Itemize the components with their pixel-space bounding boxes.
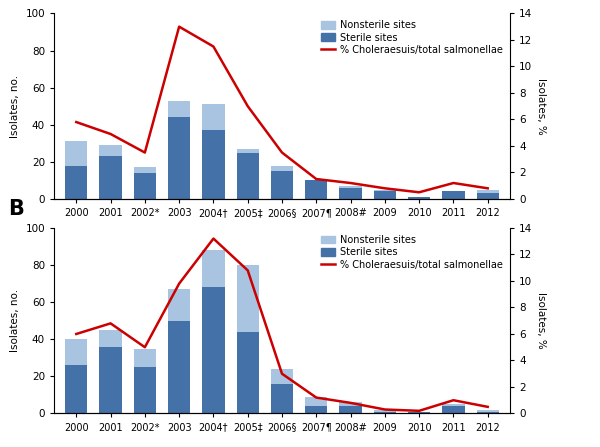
Bar	[476, 190, 499, 194]
Bar	[65, 141, 88, 165]
Bar	[340, 188, 362, 199]
Bar	[271, 384, 293, 413]
Bar	[65, 165, 88, 199]
Bar	[236, 149, 259, 152]
Legend: Nonsterile sites, Sterile sites, % Choleraesuis/total salmonellae: Nonsterile sites, Sterile sites, % Chole…	[319, 18, 505, 57]
Y-axis label: Isolates, %: Isolates, %	[536, 292, 546, 349]
Y-axis label: Isolates, no.: Isolates, no.	[10, 289, 20, 352]
Bar	[168, 101, 190, 117]
Bar	[305, 397, 328, 406]
Legend: Nonsterile sites, Sterile sites, % Choleraesuis/total salmonellae: Nonsterile sites, Sterile sites, % Chole…	[319, 233, 505, 272]
Bar	[340, 402, 362, 406]
Y-axis label: Isolates, no.: Isolates, no.	[10, 75, 20, 138]
Bar	[202, 104, 224, 130]
Bar	[134, 349, 156, 367]
Bar	[340, 406, 362, 413]
Bar	[476, 410, 499, 412]
Bar	[476, 412, 499, 413]
Bar	[65, 339, 88, 365]
Bar	[305, 406, 328, 413]
Bar	[65, 365, 88, 413]
Bar	[168, 117, 190, 199]
Bar	[442, 404, 464, 406]
Bar	[476, 194, 499, 199]
Bar	[340, 186, 362, 188]
Bar	[168, 289, 190, 321]
Bar	[271, 369, 293, 384]
Bar	[442, 191, 464, 199]
Bar	[305, 181, 328, 199]
Text: A: A	[8, 0, 25, 4]
Bar	[202, 130, 224, 199]
Bar	[236, 265, 259, 332]
Bar	[408, 412, 430, 413]
Bar	[202, 250, 224, 287]
Bar	[271, 165, 293, 171]
Bar	[202, 287, 224, 413]
Bar	[134, 173, 156, 199]
Bar	[236, 152, 259, 199]
Bar	[100, 156, 122, 199]
Bar	[374, 412, 396, 413]
Text: B: B	[8, 199, 24, 219]
Bar	[271, 171, 293, 199]
Bar	[374, 191, 396, 199]
Bar	[100, 330, 122, 347]
Bar	[134, 367, 156, 413]
Bar	[168, 321, 190, 413]
Bar	[442, 406, 464, 413]
Y-axis label: Isolates, %: Isolates, %	[536, 78, 546, 135]
Bar	[100, 347, 122, 413]
Bar	[374, 190, 396, 191]
Bar	[408, 197, 430, 199]
Bar	[374, 410, 396, 412]
Bar	[134, 167, 156, 173]
Bar	[236, 332, 259, 413]
Bar	[100, 145, 122, 156]
